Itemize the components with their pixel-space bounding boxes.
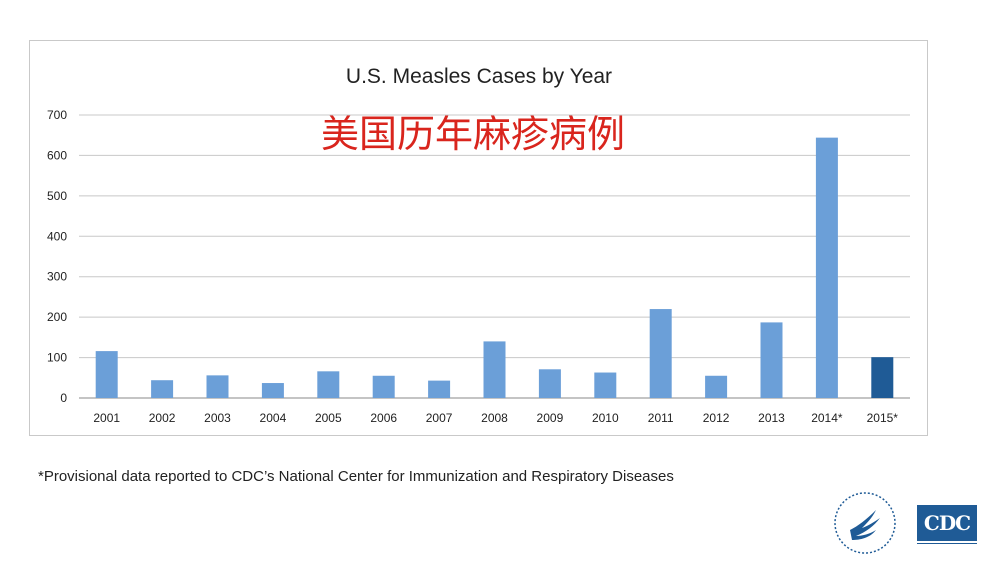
chart-title: U.S. Measles Cases by Year	[346, 65, 612, 88]
x-tick-label: 2006	[370, 411, 397, 425]
x-tick-label: 2015*	[867, 411, 899, 425]
y-tick-label: 400	[47, 229, 67, 243]
x-tick-label: 2011	[648, 411, 674, 425]
bar-2010	[594, 372, 617, 398]
x-tick-label: 2007	[426, 411, 453, 425]
y-tick-label: 200	[47, 310, 67, 324]
x-axis-ticks: 2001 2002 2003 2004 2005 2006 2007 2008 2009 2010…	[93, 411, 898, 425]
bar-2014	[815, 137, 838, 398]
x-tick-label: 2002	[149, 411, 176, 425]
y-tick-label: 100	[47, 351, 67, 365]
bar-2004	[261, 383, 284, 398]
y-tick-label: 500	[47, 189, 67, 203]
x-tick-label: 2001	[93, 411, 120, 425]
x-tick-label: 2005	[315, 411, 342, 425]
x-tick-label: 2004	[260, 411, 287, 425]
x-tick-label: 2010	[592, 411, 619, 425]
hhs-seal-icon	[834, 492, 896, 554]
x-tick-label: 2009	[537, 411, 564, 425]
x-tick-label: 2013	[758, 411, 785, 425]
bar-2012	[705, 375, 728, 398]
bars	[95, 137, 894, 398]
overlay-chinese-title: 美国历年麻疹病例	[321, 112, 625, 156]
y-tick-label: 300	[47, 270, 67, 284]
cdc-logo: CDC	[917, 505, 977, 547]
bar-2006	[372, 375, 395, 398]
bar-2001	[95, 351, 118, 398]
bar-2013	[760, 322, 783, 398]
bar-2005	[317, 371, 340, 398]
bar-2008	[483, 341, 506, 398]
bar-chart: U.S. Measles Cases by Year 美国历年麻疹病例 0 100…	[47, 65, 910, 425]
y-tick-label: 700	[47, 108, 67, 122]
bar-2011	[649, 309, 672, 398]
footnote: *Provisional data reported to CDC’s Nati…	[38, 468, 674, 485]
x-tick-label: 2003	[204, 411, 231, 425]
y-axis-ticks: 0 100 200 300 400 500 600 700	[47, 108, 67, 405]
x-tick-label: 2012	[703, 411, 730, 425]
cdc-logo-underline	[917, 543, 977, 548]
bar-2009	[538, 369, 561, 398]
bar-2007	[428, 380, 451, 398]
chart-frame: U.S. Measles Cases by Year 美国历年麻疹病例 0 100…	[29, 40, 928, 436]
y-tick-label: 0	[60, 391, 67, 405]
bar-2002	[151, 380, 174, 398]
bar-2015	[871, 357, 894, 398]
y-tick-label: 600	[47, 148, 67, 162]
x-tick-label: 2008	[481, 411, 508, 425]
x-tick-label: 2014*	[811, 411, 843, 425]
gridlines	[79, 114, 910, 399]
cdc-logo-text: CDC	[917, 505, 977, 541]
bar-2003	[206, 375, 229, 398]
